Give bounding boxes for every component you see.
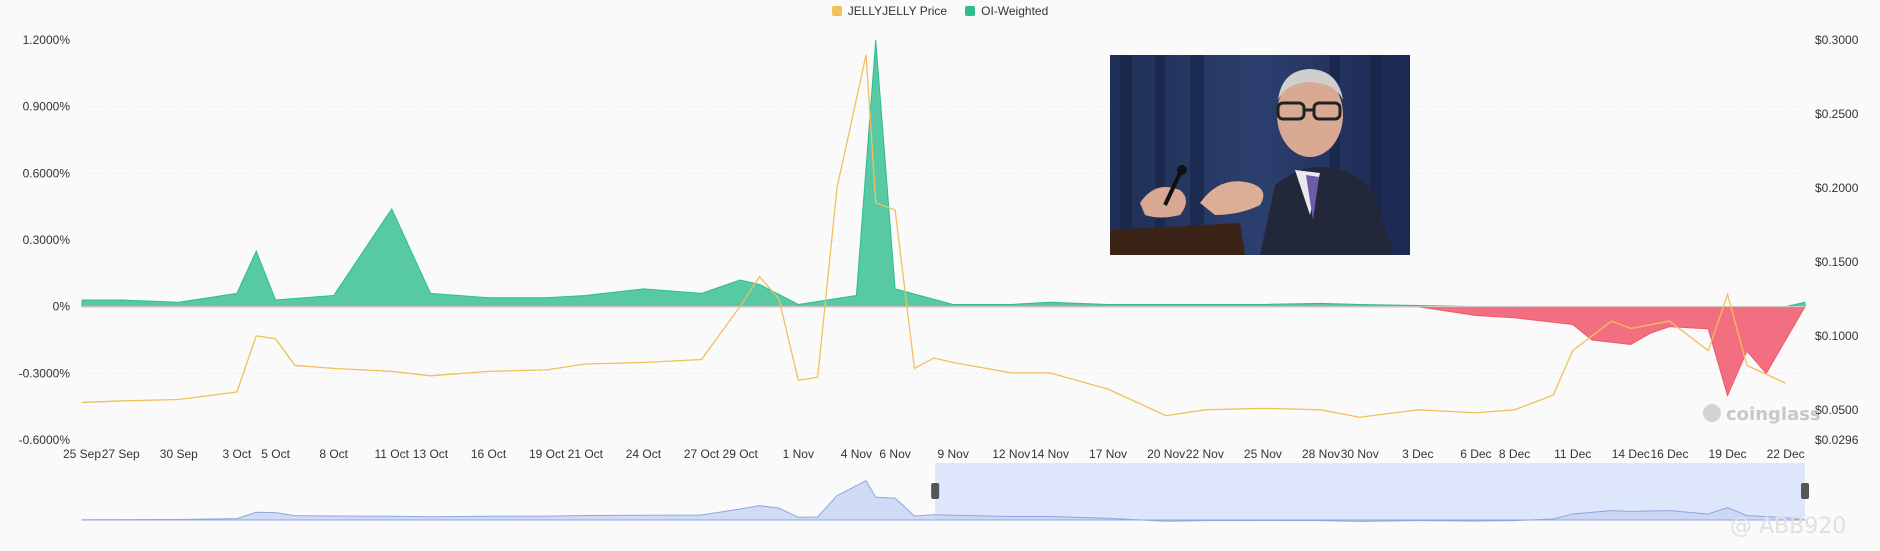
y-right-tick-label: $0.0500	[1815, 403, 1859, 417]
legend-label-price: JELLYJELLY Price	[847, 4, 948, 18]
y-left-tick-label: 0.9000%	[23, 100, 71, 114]
x-tick-label: 21 Oct	[568, 447, 604, 461]
x-tick-label: 19 Oct	[529, 447, 565, 461]
grid-lines	[82, 39, 1805, 441]
x-tick-label: 22 Dec	[1767, 447, 1805, 461]
x-tick-label: 11 Dec	[1554, 447, 1591, 461]
price-series	[81, 54, 1786, 418]
coinglass-watermark-text: coinglass	[1726, 404, 1821, 425]
x-tick-label: 6 Nov	[879, 447, 910, 461]
legend-item-funding[interactable]: OI-Weighted	[965, 4, 1048, 18]
x-tick-label: 12 Nov	[992, 447, 1030, 461]
range-navigator[interactable]	[81, 463, 1809, 522]
inset-photo	[1110, 55, 1410, 255]
x-tick-label: 8 Dec	[1499, 447, 1530, 461]
x-tick-label: 11 Oct	[375, 447, 410, 461]
y-right-tick-label: $0.2500	[1815, 107, 1859, 121]
y-left-tick-label: 0%	[53, 300, 71, 314]
y-left-tick-label: 0.6000%	[23, 166, 71, 180]
x-tick-label: 19 Dec	[1709, 447, 1747, 461]
x-tick-label: 14 Nov	[1031, 447, 1069, 461]
legend-label-funding: OI-Weighted	[981, 4, 1049, 18]
x-tick-label: 27 Oct	[684, 447, 720, 461]
user-watermark: @ ABB920	[1730, 514, 1846, 539]
x-tick-label: 17 Nov	[1089, 447, 1127, 461]
y-left-tick-label: 0.3000%	[23, 233, 71, 247]
coinglass-watermark: coinglass	[1703, 404, 1821, 425]
y-right-tick-label: $0.1500	[1815, 255, 1859, 269]
photo-image	[1110, 55, 1410, 255]
x-axis: 25 Sep 27 Sep 30 Sep 3 Oct 5 Oct 8 Oct 11 Oct 1…	[63, 447, 1805, 461]
x-tick-label: 9 Nov	[938, 447, 969, 461]
x-tick-label: 25 Nov	[1244, 447, 1282, 461]
user-watermark-text: @ ABB920	[1730, 514, 1846, 539]
navigator-area	[81, 480, 1806, 522]
legend-item-price[interactable]: JELLYJELLY Price	[831, 4, 948, 18]
y-right-tick-label: $0.2000	[1815, 181, 1859, 195]
x-tick-label: 13 Oct	[413, 447, 449, 461]
x-tick-label: 20 Nov	[1147, 447, 1185, 461]
navigator-handle[interactable]	[931, 483, 940, 499]
x-tick-label: 1 Nov	[783, 447, 814, 461]
legend: JELLYJELLY Price OI-Weighted	[0, 4, 1880, 18]
x-tick-label: 14 Dec	[1612, 447, 1650, 461]
x-tick-label: 30 Nov	[1341, 447, 1379, 461]
x-tick-label: 28 Nov	[1302, 447, 1340, 461]
x-tick-label: 25 Sep	[63, 447, 101, 461]
y-right-tick-label: $0.0296	[1815, 433, 1859, 447]
x-tick-label: 6 Dec	[1460, 447, 1491, 461]
y-left-tick-label: -0.3000%	[19, 366, 71, 380]
x-tick-label: 8 Oct	[319, 447, 348, 461]
funding-series	[81, 39, 1806, 398]
y-right-tick-label: $0.1000	[1815, 329, 1859, 343]
y-left-tick-label: 1.2000%	[23, 33, 71, 47]
x-tick-label: 3 Oct	[223, 447, 252, 461]
navigator-handle[interactable]	[1801, 483, 1809, 499]
y-left-tick-label: -0.6000%	[19, 433, 71, 447]
coinglass-logo-icon	[1703, 404, 1721, 422]
legend-swatch-funding	[965, 6, 976, 16]
x-tick-label: 16 Oct	[471, 447, 507, 461]
x-tick-label: 5 Oct	[261, 447, 290, 461]
x-tick-label: 3 Dec	[1402, 447, 1433, 461]
price-line	[81, 54, 1786, 418]
legend-swatch-price	[831, 6, 842, 16]
x-tick-label: 30 Sep	[160, 447, 198, 461]
x-tick-label: 24 Oct	[626, 447, 662, 461]
y-axis-left: 1.2000% 0.9000% 0.6000% 0.3000% 0% -0.3000% -0…	[19, 33, 71, 447]
y-axis-right: $0.3000 $0.2500 $0.2000 $0.1500 $0.1000 $0.05…	[1815, 33, 1859, 447]
x-tick-label: 29 Oct	[723, 447, 759, 461]
x-tick-label: 4 Nov	[841, 447, 872, 461]
x-tick-label: 22 Nov	[1186, 447, 1224, 461]
y-right-tick-label: $0.3000	[1815, 33, 1859, 47]
funding-negative-area	[82, 306, 1806, 398]
x-tick-label: 16 Dec	[1650, 447, 1688, 461]
x-tick-label: 27 Sep	[102, 447, 140, 461]
